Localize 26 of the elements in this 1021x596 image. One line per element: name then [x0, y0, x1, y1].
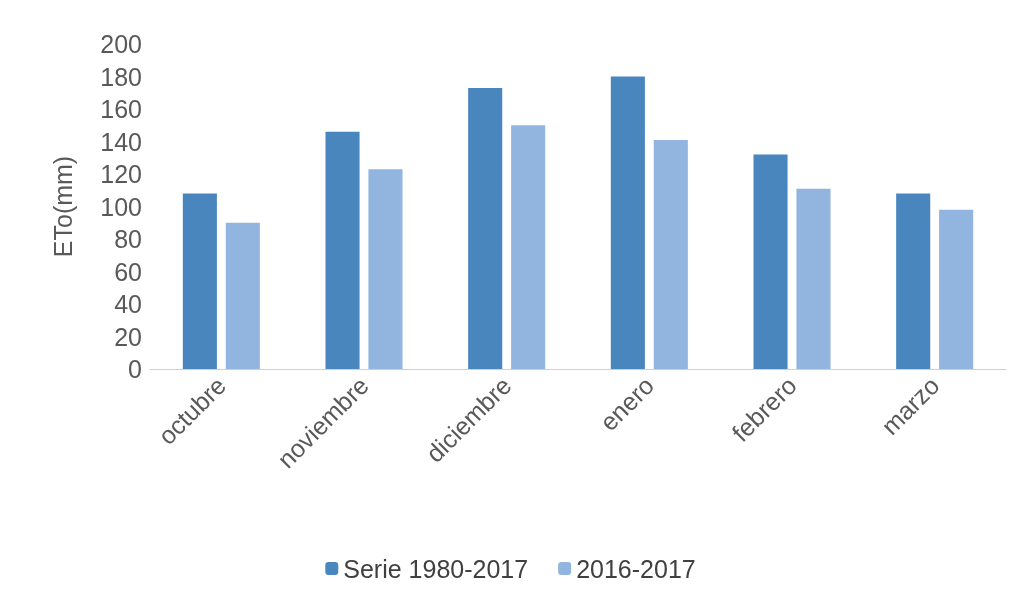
bar — [368, 169, 403, 369]
y-tick-label: 40 — [114, 290, 142, 318]
bar — [939, 209, 974, 369]
bar — [796, 188, 831, 369]
y-tick-label: 200 — [100, 30, 142, 58]
legend-label: 2016-2017 — [576, 554, 696, 583]
bar — [182, 193, 217, 369]
bar — [511, 125, 546, 369]
y-tick-label: 0 — [128, 355, 142, 383]
y-tick-label: 160 — [100, 95, 142, 123]
legend-label: Serie 1980-2017 — [343, 554, 529, 583]
y-axis-title: ETo(mm) — [48, 155, 77, 258]
bar — [225, 222, 260, 369]
y-tick-label: 80 — [114, 225, 142, 253]
bar — [325, 131, 360, 369]
bar — [653, 139, 688, 369]
bar — [610, 76, 645, 369]
y-tick-label: 180 — [100, 62, 142, 91]
y-tick-label: 20 — [114, 322, 142, 351]
bar — [468, 87, 503, 369]
y-tick-label: 140 — [100, 127, 142, 156]
y-tick-label: 100 — [100, 192, 142, 221]
bar — [753, 154, 788, 369]
bar — [896, 193, 931, 369]
y-tick-label: 60 — [114, 257, 142, 286]
y-tick-label: 120 — [100, 160, 142, 188]
